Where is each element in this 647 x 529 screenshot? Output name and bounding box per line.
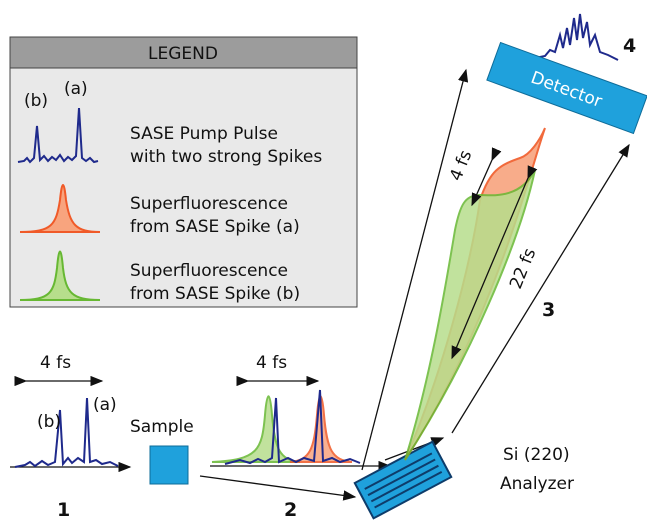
analyzer-shape-shape: [367, 458, 436, 497]
legend-text: from SASE Spike (b): [130, 284, 300, 304]
width-label: 22 fs: [506, 245, 540, 291]
analyzer-label: Analyzer: [500, 474, 574, 494]
detector: Detector 4: [486, 13, 647, 135]
step-3-shape: [451, 165, 538, 360]
spike-label: (a): [93, 395, 117, 415]
sample-shape: [199, 475, 357, 501]
step-number: 1: [57, 499, 70, 521]
detector-shape-shape: [486, 41, 647, 135]
spike-label: (b): [24, 91, 48, 111]
step-1: 4 fs (b) (a) 1: [10, 353, 132, 521]
sample-label: Sample: [130, 417, 194, 437]
step-number: 4: [623, 35, 636, 57]
legend-text: from SASE Spike (a): [130, 217, 300, 237]
legend-title: LEGEND: [148, 44, 218, 64]
legend-shape: [19, 184, 101, 233]
analyzer-label: Si (220): [503, 445, 570, 465]
spike-label: (b): [37, 412, 61, 432]
analyzer: Si (220) Analyzer: [353, 440, 574, 520]
width-label: 4 fs: [256, 353, 287, 373]
legend-shape: [9, 36, 358, 69]
analyzer-shape-shape: [353, 440, 453, 520]
legend-text: Superfluorescence: [130, 194, 288, 214]
legend-shape: [9, 36, 358, 308]
width-label: 4 fs: [446, 147, 476, 183]
step-3-shape: [451, 143, 630, 434]
legend: LEGEND (b) (a) SASE Pump Pulse with two …: [9, 36, 358, 308]
step-number: 3: [542, 299, 555, 321]
legend-text: Superfluorescence: [130, 261, 288, 281]
step-3-shape: [361, 68, 469, 471]
legend-text: with two strong Spikes: [130, 147, 322, 167]
spike-label: (a): [64, 79, 88, 99]
sample: Sample: [130, 417, 357, 501]
legend-shape: [19, 250, 101, 301]
step-number: 2: [284, 499, 297, 521]
detector-shape: [534, 13, 619, 61]
sample-shape: [149, 445, 189, 485]
step-3: 4 fs 22 fs 3: [361, 68, 630, 471]
analyzer-shape: [353, 440, 453, 520]
analyzer-shape-shape: [364, 452, 433, 490]
step-2-shape: [211, 395, 301, 463]
step-2-shape: [224, 389, 361, 465]
width-label: 4 fs: [40, 353, 71, 373]
legend-shape: [17, 107, 99, 164]
analyzer-shape-shape: [374, 470, 443, 509]
legend-text: SASE Pump Pulse: [130, 124, 278, 144]
step-1-shape: [14, 397, 119, 468]
step-2: 4 fs 2: [210, 353, 445, 521]
analyzer-shape-shape: [370, 464, 439, 503]
